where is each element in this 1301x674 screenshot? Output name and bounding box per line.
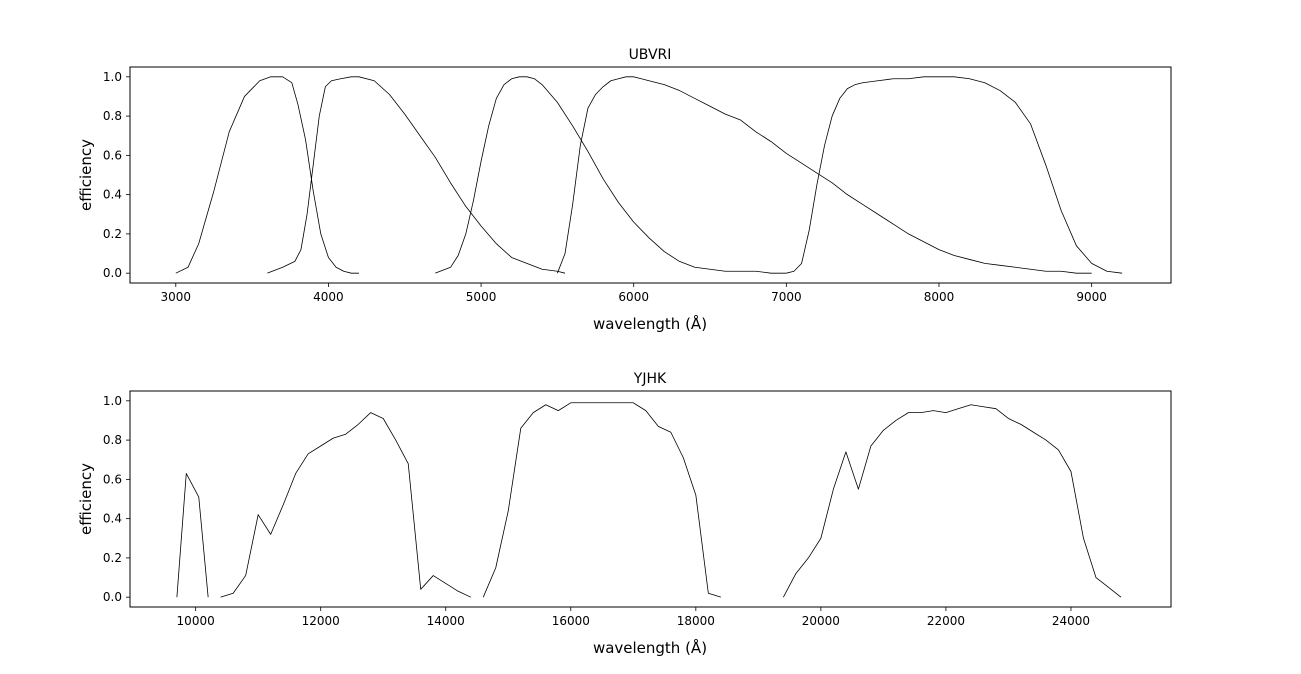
yjhk-axes-frame	[129, 390, 1172, 608]
ubvri-series-line-3	[557, 76, 1092, 274]
ubvri-ytick-label: 1.0	[103, 70, 122, 84]
ubvri-series-line-0	[175, 76, 359, 274]
ubvri-yticks: 0.0 0.2 0.4 0.6 0.8 1.0	[103, 70, 130, 280]
yjhk-xtick-label: 24000	[1052, 614, 1090, 628]
ubvri-axes-frame	[129, 66, 1172, 284]
yjhk-xtick-label: 22000	[927, 614, 965, 628]
yjhk-ytick-label: 1.0	[103, 394, 122, 408]
yjhk-xtick-label: 18000	[677, 614, 715, 628]
ubvri-series-line-1	[267, 76, 566, 274]
yjhk-xticks: 10000 12000 14000 16000 18000 20000 22000 24000	[177, 607, 1090, 628]
ubvri-ytick-label: 0.2	[103, 227, 122, 241]
yjhk-title: YJHK	[633, 371, 667, 387]
yjhk-ytick-label: 0.6	[103, 472, 122, 486]
ubvri-xtick-label: 4000	[313, 290, 344, 304]
yjhk-xtick-label: 10000	[177, 614, 215, 628]
ubvri-xtick-label: 3000	[161, 290, 192, 304]
yjhk-xtick-label: 20000	[802, 614, 840, 628]
ubvri-ylabel: efficiency	[77, 139, 95, 211]
ubvri-ytick-label: 0.0	[103, 266, 122, 280]
yjhk-series-line-2	[482, 402, 721, 598]
ubvri-ytick-label: 0.8	[103, 109, 122, 123]
yjhk-ytick-label: 0.0	[103, 590, 122, 604]
yjhk-series-line-3	[783, 404, 1122, 598]
yjhk-ytick-label: 0.8	[103, 433, 122, 447]
ubvri-xtick-label: 5000	[466, 290, 497, 304]
ubvri-series-line-4	[786, 76, 1123, 274]
ubvri-lines	[175, 76, 1123, 274]
ubvri-xtick-label: 9000	[1076, 290, 1107, 304]
yjhk-ylabel: efficiency	[77, 463, 95, 535]
ubvri-series-line-2	[435, 76, 787, 274]
yjhk-panel: YJHK 10000 12000 14000 16000 18000 20000 22000…	[77, 371, 1172, 657]
ubvri-xtick-label: 6000	[618, 290, 649, 304]
yjhk-xtick-label: 12000	[302, 614, 340, 628]
yjhk-series-line-1	[220, 412, 471, 598]
yjhk-xtick-label: 14000	[427, 614, 465, 628]
ubvri-title: UBVRI	[629, 47, 672, 63]
ubvri-xlabel: wavelength (Å)	[593, 314, 707, 333]
yjhk-lines	[176, 402, 1122, 598]
yjhk-xlabel: wavelength (Å)	[593, 638, 707, 657]
yjhk-series-line-0	[176, 473, 209, 598]
ubvri-ytick-label: 0.4	[103, 188, 122, 202]
yjhk-yticks: 0.0 0.2 0.4 0.6 0.8 1.0	[103, 394, 130, 604]
ubvri-xtick-label: 7000	[771, 290, 802, 304]
yjhk-ytick-label: 0.4	[103, 512, 122, 526]
yjhk-ytick-label: 0.2	[103, 551, 122, 565]
ubvri-xticks: 3000 4000 5000 6000 7000 8000 9000	[161, 283, 1107, 304]
ubvri-ytick-label: 0.6	[103, 148, 122, 162]
ubvri-xtick-label: 8000	[924, 290, 955, 304]
ubvri-panel: UBVRI 3000 4000 5000 6000 7000 8000 9000 0.00.…	[77, 47, 1172, 333]
yjhk-xtick-label: 16000	[552, 614, 590, 628]
